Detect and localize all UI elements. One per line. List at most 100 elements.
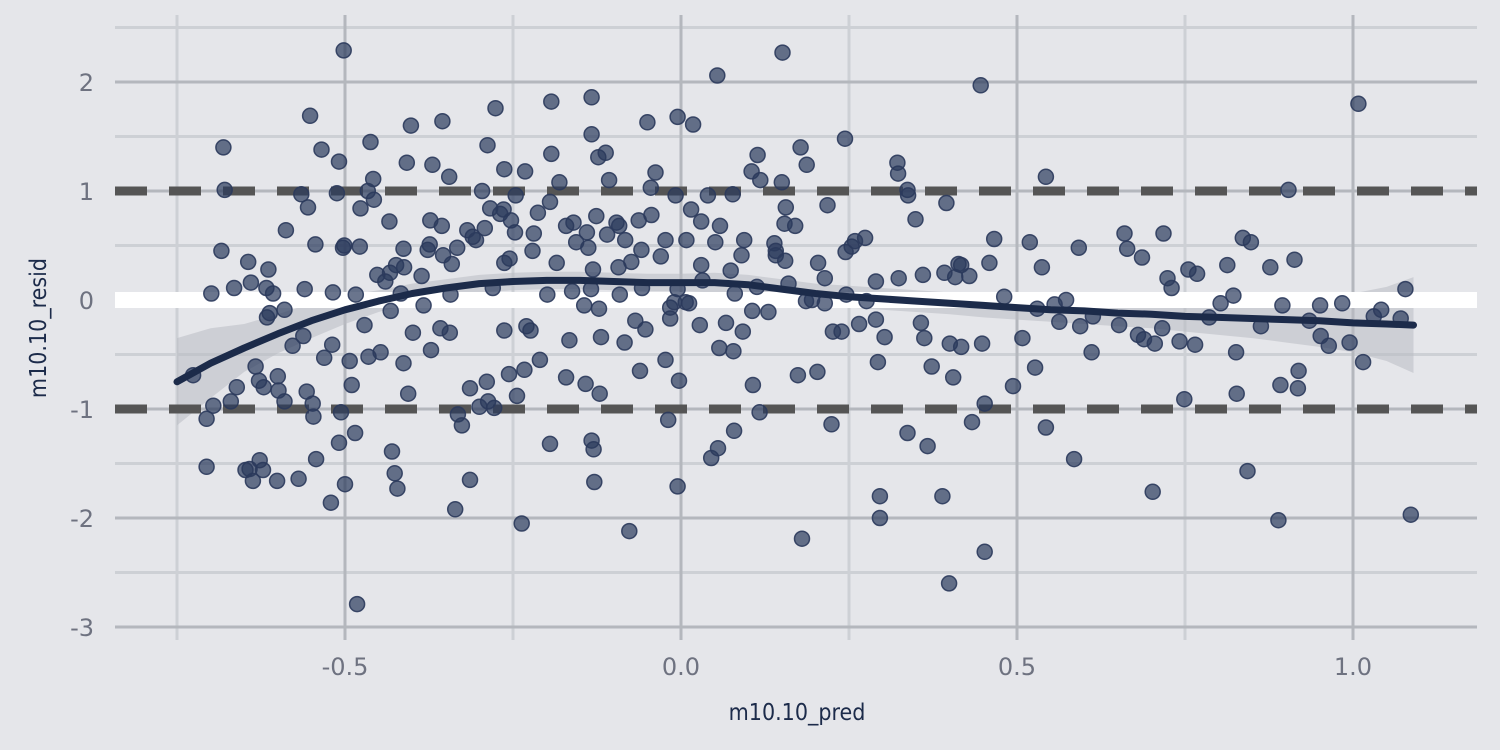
smooth-curve — [173, 276, 1417, 386]
scatter-point — [328, 184, 346, 202]
scatter-point — [513, 515, 530, 532]
scatter-point — [682, 201, 700, 218]
scatter-point — [667, 187, 684, 204]
scatter-point — [1239, 462, 1256, 480]
scatter-point — [944, 369, 962, 386]
scatter-point — [709, 439, 727, 457]
scatter-point — [269, 368, 287, 385]
scatter-point — [1228, 385, 1245, 402]
scatter-point — [343, 376, 360, 394]
scatter-point — [496, 160, 513, 178]
scatter-point — [598, 226, 616, 243]
scatter-point — [1071, 317, 1089, 335]
scatter-point — [215, 139, 232, 156]
scatter-point — [876, 328, 893, 346]
scatter-point — [228, 378, 246, 396]
scatter-point — [1225, 287, 1242, 304]
scatter-point — [295, 327, 312, 345]
scatter-point — [479, 136, 496, 154]
scatter-point — [869, 353, 887, 371]
scatter-point — [336, 237, 353, 254]
scatter-point — [548, 254, 565, 272]
scatter-point — [871, 509, 889, 527]
scatter-point — [539, 286, 556, 303]
scatter-point — [642, 179, 660, 196]
scatter-point — [525, 225, 543, 242]
scatter-point — [940, 575, 958, 592]
y-tick-label: 1 — [79, 178, 94, 206]
scatter-point — [500, 365, 518, 383]
scatter-point — [415, 297, 432, 314]
scatter-point — [637, 321, 654, 338]
scatter-point — [707, 233, 724, 251]
scatter-point — [919, 437, 936, 455]
scatter-point — [421, 236, 438, 253]
scatter-point — [973, 335, 991, 352]
scatter-point — [1004, 377, 1022, 395]
scatter-point — [1133, 249, 1151, 266]
scatter-point — [608, 214, 625, 231]
scatter-point — [1037, 419, 1055, 436]
scatter-point — [597, 144, 614, 162]
scatter-point — [324, 284, 342, 301]
scatter-point — [222, 393, 240, 410]
scatter-point — [1176, 390, 1193, 408]
scatter-point — [678, 231, 695, 249]
scatter-point — [1219, 256, 1236, 274]
scatter-point — [633, 241, 650, 259]
scatter-point — [743, 302, 761, 320]
scatter-point — [237, 461, 254, 479]
scatter-point — [725, 422, 743, 440]
scatter-point — [1227, 344, 1245, 361]
scatter-point — [611, 286, 629, 303]
scatter-point — [590, 300, 608, 317]
scatter-point — [531, 351, 549, 369]
scatter-point — [557, 369, 575, 386]
scatter-point — [203, 285, 220, 302]
scatter-point — [938, 194, 955, 212]
scatter-point — [1320, 337, 1338, 355]
scatter-point — [1144, 483, 1161, 501]
scatter-point — [647, 164, 664, 181]
scatter-point — [284, 337, 301, 355]
scatter-point — [670, 372, 688, 389]
scatter-point — [856, 229, 874, 247]
scatter-point — [899, 424, 916, 442]
scatter-point — [1341, 334, 1358, 351]
scatter-point — [440, 168, 458, 186]
scatter-point — [981, 254, 998, 272]
scatter-point — [976, 395, 993, 412]
scatter-point — [476, 219, 494, 237]
scatter-point — [652, 248, 670, 265]
scatter-point — [809, 254, 827, 272]
scatter-point — [889, 165, 907, 182]
scatter-point — [404, 324, 422, 341]
scatter-point — [491, 205, 509, 223]
scatter-point — [198, 458, 215, 476]
scatter-point — [382, 302, 399, 320]
scatter-point — [773, 174, 791, 191]
scatter-point — [239, 253, 257, 271]
scatter-point — [307, 450, 325, 468]
scatter-point — [816, 269, 834, 287]
scatter-point — [684, 116, 702, 133]
scatter-point — [946, 268, 964, 286]
scatter-point — [205, 397, 222, 414]
scatter-point — [972, 77, 989, 94]
scatter-point — [496, 254, 513, 272]
scatter-point — [453, 417, 471, 434]
scatter-point — [561, 332, 578, 349]
scatter-point — [487, 99, 504, 117]
scatter-point — [386, 465, 403, 482]
scatter-point — [529, 204, 547, 222]
scatter-point — [543, 145, 560, 163]
scatter-point — [621, 522, 638, 540]
scatter-point — [639, 114, 656, 131]
scatter-point — [352, 200, 369, 217]
scatter-point — [1163, 279, 1180, 297]
scatter-point — [461, 380, 479, 397]
scatter-point — [434, 112, 451, 130]
